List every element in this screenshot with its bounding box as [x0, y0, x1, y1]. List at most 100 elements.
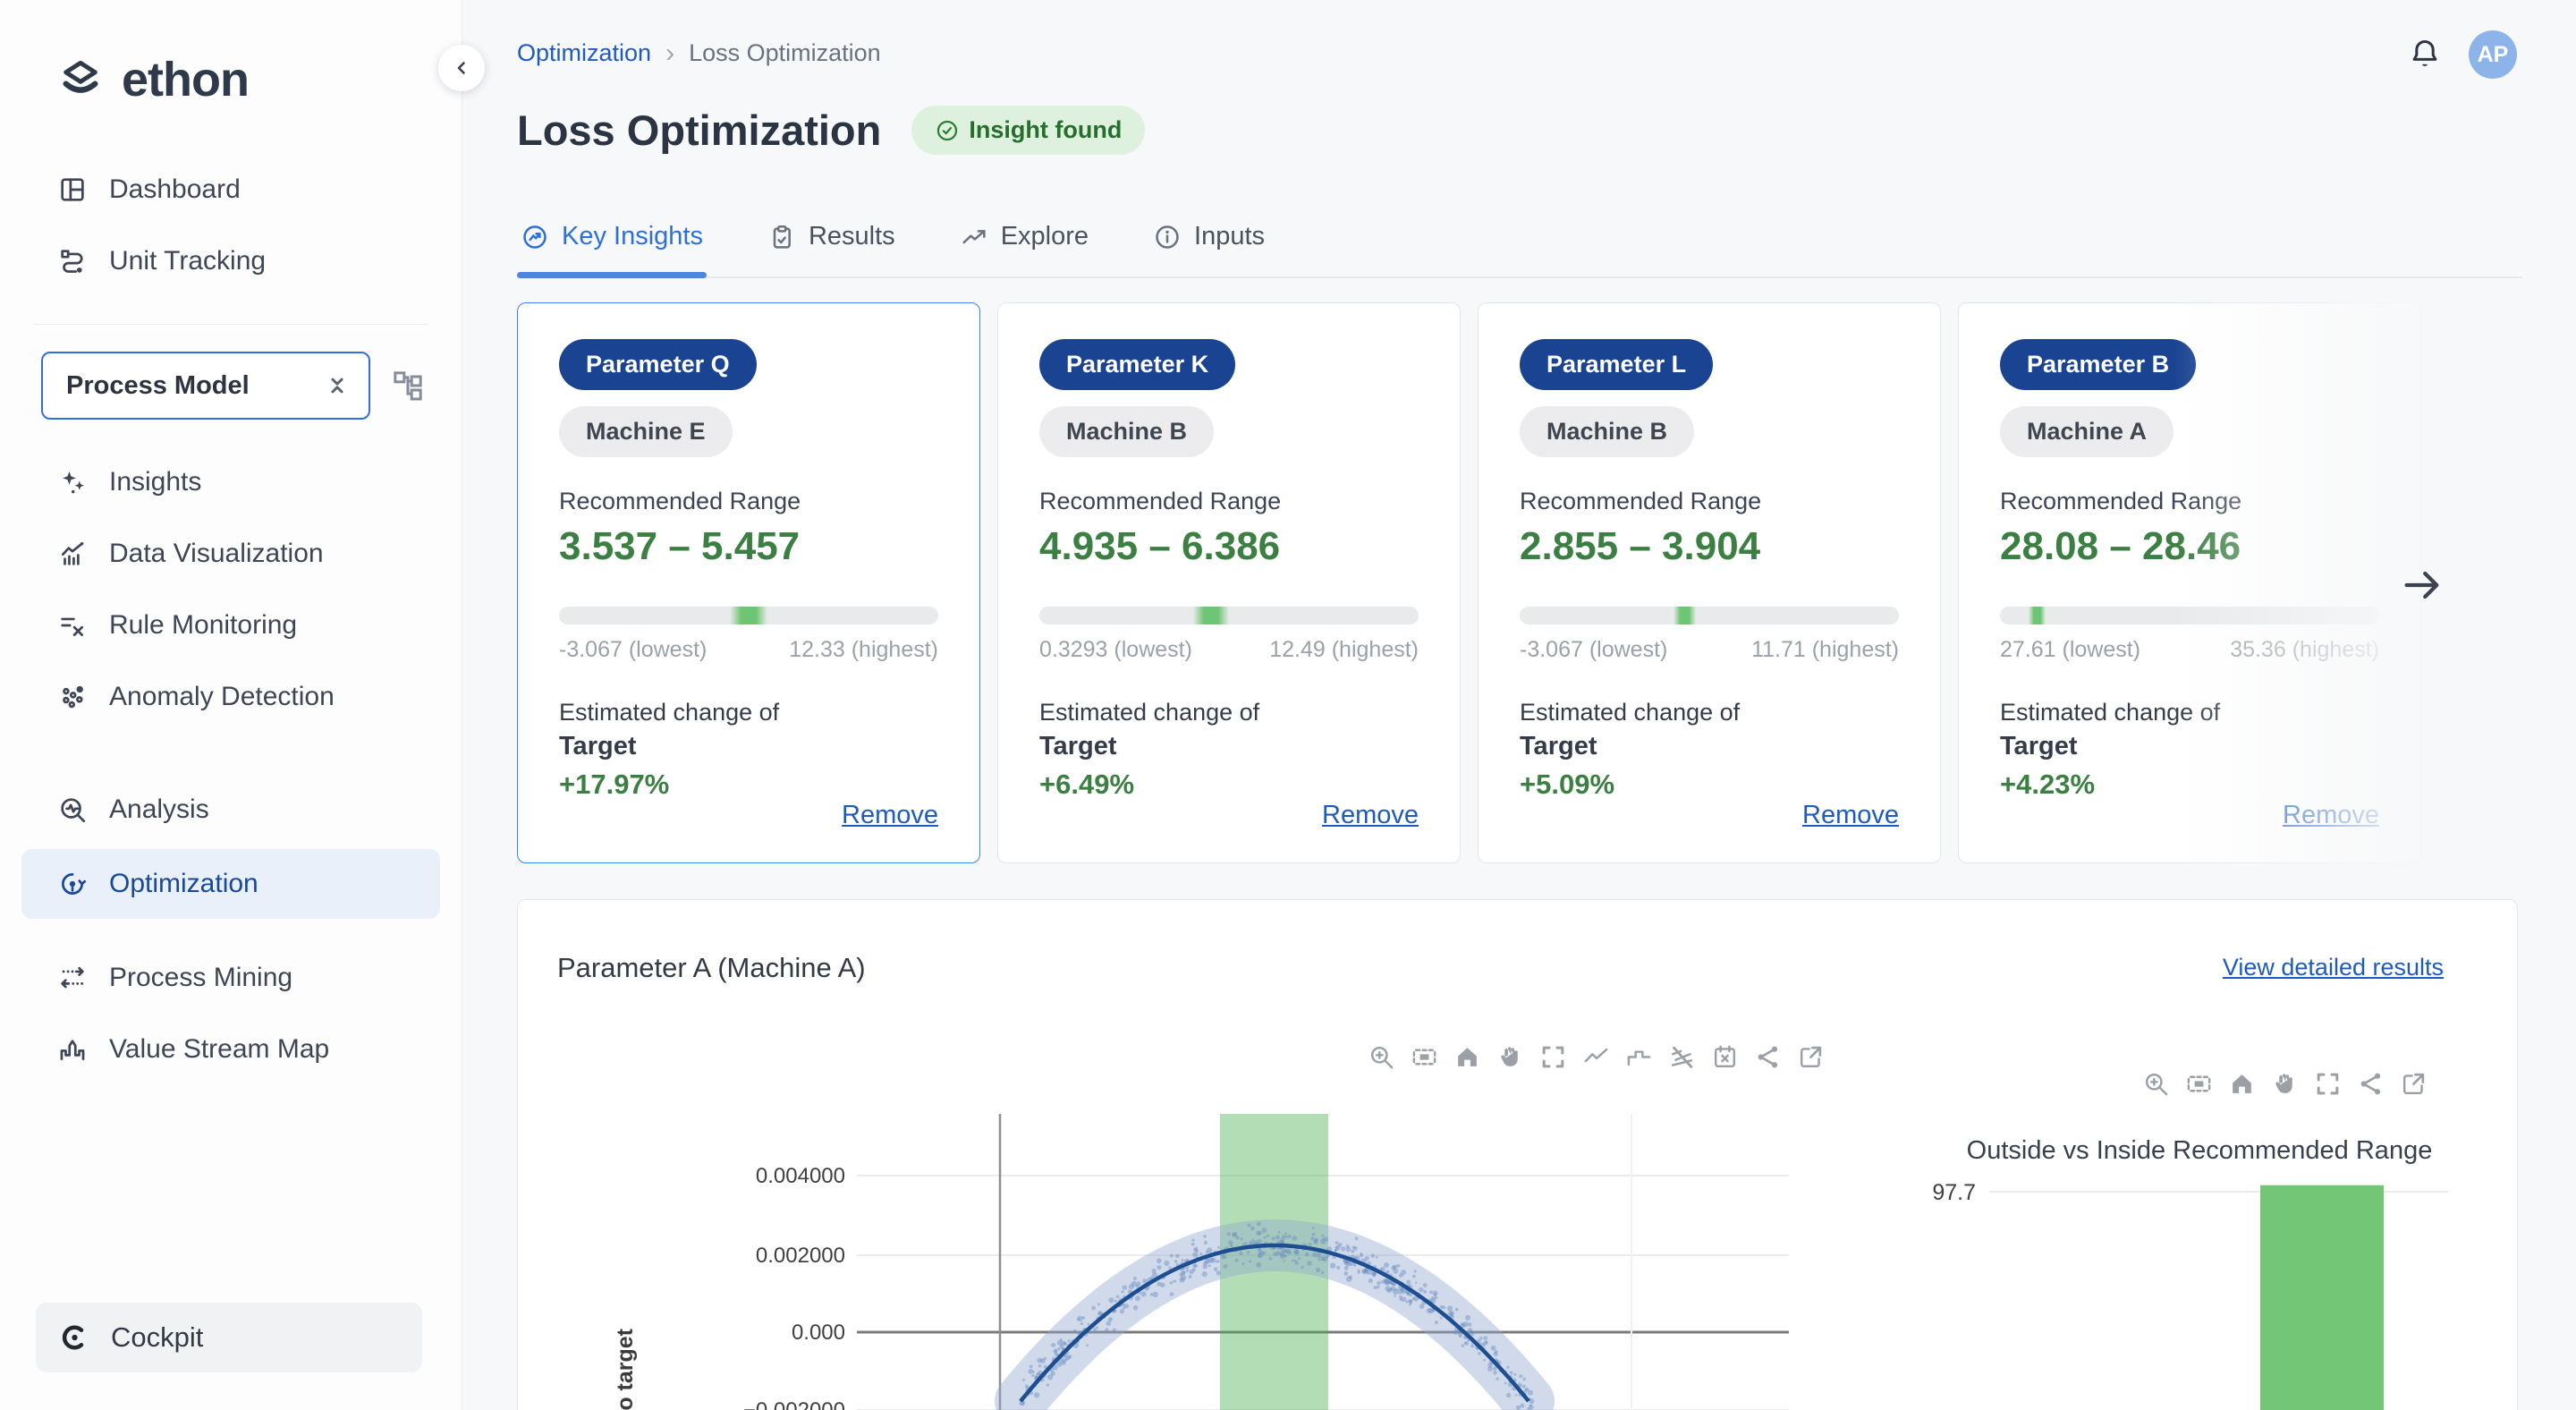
- detail-chart-card: Parameter A (Machine A) View detailed re…: [517, 899, 2518, 1410]
- range-band: [1193, 607, 1229, 624]
- cockpit-button[interactable]: Cockpit: [36, 1303, 422, 1372]
- target-change-value: +5.09%: [1520, 769, 1614, 801]
- next-cards-arrow-button[interactable]: [2399, 562, 2445, 608]
- share-icon[interactable]: [2357, 1070, 2385, 1098]
- box-select-icon[interactable]: [1411, 1043, 1438, 1071]
- fullscreen-icon[interactable]: [1539, 1043, 1567, 1071]
- bar-chart-title: Outside vs Inside Recommended Range: [1967, 1136, 2433, 1165]
- bar-chart-y-tick: 97.7: [1932, 1180, 1976, 1205]
- remove-link[interactable]: Remove: [1802, 801, 1899, 830]
- range-highest: 12.33 (highest): [789, 637, 938, 663]
- machine-pill: Machine B: [1039, 406, 1214, 457]
- home-icon[interactable]: [1453, 1043, 1481, 1071]
- box-select-icon[interactable]: [2185, 1070, 2213, 1098]
- sidebar-item-data-visualization[interactable]: Data Visualization: [0, 518, 462, 590]
- recommended-range-label: Recommended Range: [1039, 488, 1281, 515]
- recommended-range-value: 2.855 – 3.904: [1520, 524, 1760, 569]
- sidebar-analysis-nav: AnalysisOptimization Process Mining Value …: [0, 774, 462, 1085]
- breadcrumb-optimization-link[interactable]: Optimization: [517, 39, 651, 67]
- tab-key-insights[interactable]: Key Insights: [517, 217, 707, 276]
- sidebar-item-unit-tracking[interactable]: Unit Tracking: [0, 225, 462, 297]
- sidebar-item-label: Dashboard: [109, 174, 241, 205]
- main-chart-y-axis-label: to target: [613, 1328, 638, 1410]
- sidebar-item-analysis[interactable]: Analysis: [0, 774, 462, 845]
- tab-bar: Key Insights Results Explore Inputs: [517, 217, 2522, 278]
- key-insights-icon: [521, 223, 549, 251]
- range-track: [1039, 607, 1419, 624]
- export-icon[interactable]: [2400, 1070, 2428, 1098]
- model-hierarchy-icon[interactable]: [390, 368, 426, 403]
- app-logo-text: ethon: [122, 52, 249, 107]
- insight-found-badge: Insight found: [911, 106, 1145, 155]
- home-icon[interactable]: [2228, 1070, 2256, 1098]
- remove-link[interactable]: Remove: [2283, 801, 2379, 830]
- process-mining-icon: [57, 963, 88, 993]
- sidebar-divider: [34, 324, 428, 325]
- rule-monitoring-icon: [57, 610, 88, 641]
- tab-label: Results: [809, 222, 895, 251]
- main-chart-y-tick: 0.000: [792, 1321, 845, 1345]
- sidebar-item-label: Process Mining: [109, 963, 292, 993]
- range-min-max: 0.3293 (lowest) 12.49 (highest): [1039, 637, 1419, 663]
- sidebar-collapse-button[interactable]: [438, 45, 485, 91]
- notifications-bell-icon[interactable]: [2408, 36, 2442, 72]
- estimated-change-label: Estimated change of: [2000, 699, 2220, 726]
- breadcrumb-chevron-icon: ›: [665, 40, 674, 67]
- tab-label: Key Insights: [562, 222, 703, 251]
- target-label: Target: [1039, 732, 1116, 761]
- recommended-range-value: 3.537 – 5.457: [559, 524, 800, 569]
- main-chart-y-tick: 0.002000: [756, 1244, 845, 1268]
- machine-pill: Machine A: [2000, 406, 2174, 457]
- sidebar-item-process-mining[interactable]: Process Mining: [0, 942, 462, 1014]
- sidebar-item-value-stream-map[interactable]: Value Stream Map: [0, 1014, 462, 1085]
- calendar-remove-icon[interactable]: [1711, 1043, 1739, 1071]
- range-lowest: 27.61 (lowest): [2000, 637, 2140, 663]
- sidebar-item-insights[interactable]: Insights: [0, 446, 462, 518]
- tab-results[interactable]: Results: [764, 217, 899, 276]
- sidebar-item-anomaly-detection[interactable]: Anomaly Detection: [0, 661, 462, 733]
- zoom-in-icon[interactable]: [1368, 1043, 1395, 1071]
- insights-icon: [57, 467, 88, 497]
- range-min-max: -3.067 (lowest) 12.33 (highest): [559, 637, 938, 663]
- tab-explore[interactable]: Explore: [956, 217, 1092, 276]
- anomaly-detection-icon: [57, 682, 88, 712]
- range-highest: 12.49 (highest): [1269, 637, 1419, 663]
- tab-label: Inputs: [1194, 222, 1265, 251]
- sidebar-item-optimization[interactable]: Optimization: [21, 849, 440, 919]
- recommended-range-value: 4.935 – 6.386: [1039, 524, 1280, 569]
- outside-vs-inside-bar-chart[interactable]: Outside vs Inside Recommended Range97.79…: [1915, 1124, 2523, 1410]
- pan-icon[interactable]: [1496, 1043, 1524, 1071]
- value-stream-map-icon: [57, 1034, 88, 1065]
- results-icon: [767, 223, 796, 251]
- zoom-in-icon[interactable]: [2142, 1070, 2170, 1098]
- target-label: Target: [1520, 732, 1597, 761]
- target-change-value: +17.97%: [559, 769, 669, 801]
- sidebar-item-label: Unit Tracking: [109, 246, 266, 276]
- pan-icon[interactable]: [2271, 1070, 2299, 1098]
- remove-link[interactable]: Remove: [842, 801, 938, 830]
- process-model-select[interactable]: Process Model: [41, 352, 370, 420]
- fullscreen-icon[interactable]: [2314, 1070, 2342, 1098]
- sidebar-item-label: Data Visualization: [109, 539, 324, 569]
- cockpit-label: Cockpit: [111, 1321, 203, 1354]
- target-change-value: +4.23%: [2000, 769, 2095, 801]
- analysis-icon: [57, 794, 88, 825]
- share-icon[interactable]: [1754, 1043, 1782, 1071]
- impact-curve-chart[interactable]: 0.0040000.0020000.000−0.002000to target: [609, 1101, 1879, 1410]
- view-detailed-results-link[interactable]: View detailed results: [2223, 954, 2444, 981]
- ethon-logo-icon: [55, 55, 106, 105]
- sidebar-item-rule-monitoring[interactable]: Rule Monitoring: [0, 590, 462, 661]
- data-visualization-icon: [57, 539, 88, 569]
- sidebar-item-dashboard[interactable]: Dashboard: [0, 154, 462, 225]
- target-change-value: +6.49%: [1039, 769, 1134, 801]
- range-min-max: 27.61 (lowest) 35.36 (highest): [2000, 637, 2379, 663]
- app-logo[interactable]: ethon: [55, 52, 462, 107]
- user-avatar[interactable]: AP: [2469, 30, 2517, 79]
- tab-inputs[interactable]: Inputs: [1149, 217, 1268, 276]
- remove-link[interactable]: Remove: [1322, 801, 1419, 830]
- export-icon[interactable]: [1797, 1043, 1825, 1071]
- toggle-lines-icon[interactable]: [1668, 1043, 1696, 1071]
- line-chart-icon[interactable]: [1582, 1043, 1610, 1071]
- step-chart-icon[interactable]: [1625, 1043, 1653, 1071]
- range-track: [559, 607, 938, 624]
